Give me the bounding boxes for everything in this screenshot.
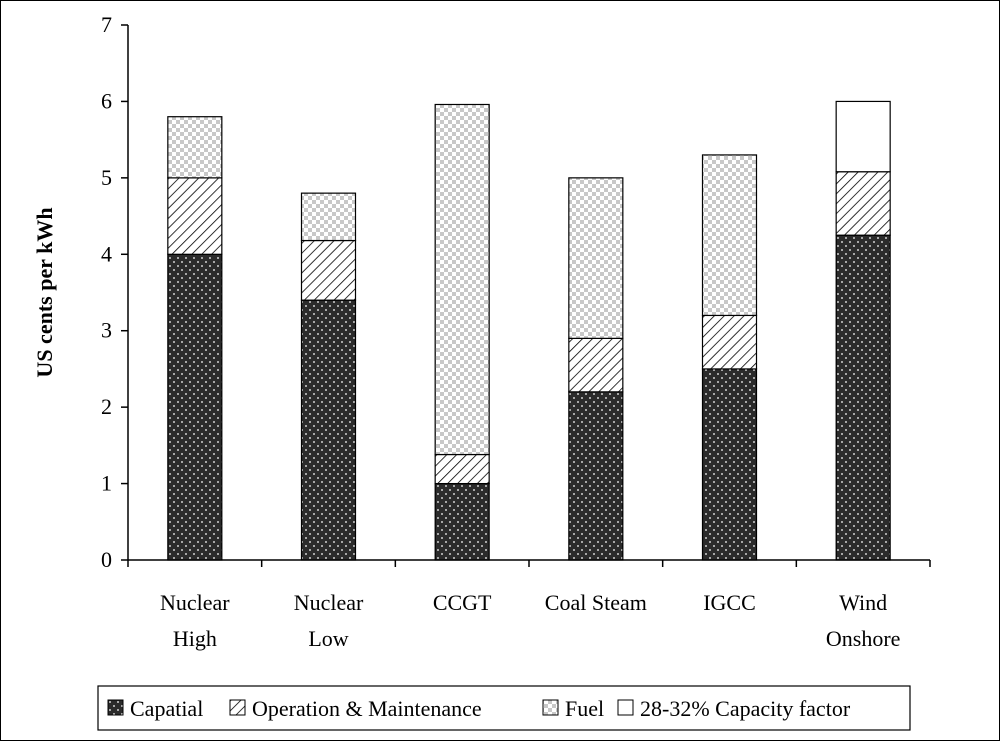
x-category-label: Coal Steam: [545, 590, 647, 615]
y-tick-label: 3: [101, 318, 112, 343]
y-axis-label: US cents per kWh: [32, 207, 57, 377]
legend-swatch-white: [617, 699, 634, 716]
bar-segment-hatch: [835, 171, 891, 236]
legend-label: Fuel: [565, 696, 604, 721]
bar-segment-dots: [167, 253, 223, 561]
y-tick-label: 5: [101, 165, 112, 190]
bar-segment-checker: [701, 154, 758, 317]
legend-label: Operation & Maintenance: [252, 696, 482, 721]
bar-segment-dots: [300, 299, 357, 561]
x-category-label: CCGT: [433, 590, 492, 615]
bar-segment-hatch: [300, 239, 357, 301]
x-category-label: Onshore: [826, 626, 901, 651]
bar-segment-dots: [701, 368, 758, 561]
bar-segment-dots: [835, 234, 891, 561]
legend-swatch-hatch: [229, 699, 246, 716]
bar-segment-checker: [300, 192, 357, 242]
bar-segment-hatch: [434, 453, 490, 485]
y-tick-label: 7: [101, 12, 112, 37]
bar-segment-checker: [167, 116, 223, 179]
legend-label: 28-32% Capacity factor: [640, 696, 851, 721]
y-tick-label: 2: [101, 394, 112, 419]
bar-segment-dots: [568, 391, 624, 561]
y-tick-label: 1: [101, 471, 112, 496]
legend-label: Capatial: [130, 696, 203, 721]
legend-swatch-checker: [542, 699, 559, 716]
y-tick-label: 6: [101, 88, 112, 113]
bar-segment-white: [835, 100, 891, 173]
bar-segment-dots: [434, 482, 490, 561]
y-tick-label: 4: [101, 241, 112, 266]
x-category-label: Nuclear: [160, 590, 230, 615]
bar-segment-hatch: [167, 177, 223, 255]
x-category-label: IGCC: [703, 590, 756, 615]
x-category-label: Wind: [839, 590, 887, 615]
bar-segment-hatch: [568, 337, 624, 393]
bar-segment-checker: [434, 103, 490, 456]
x-category-label: Low: [308, 626, 348, 651]
bar-segment-hatch: [701, 314, 758, 370]
y-tick-label: 0: [101, 547, 112, 572]
x-category-label: High: [173, 626, 217, 651]
x-category-label: Nuclear: [294, 590, 364, 615]
legend-swatch-dots: [107, 699, 124, 716]
bar-segment-checker: [568, 177, 624, 339]
